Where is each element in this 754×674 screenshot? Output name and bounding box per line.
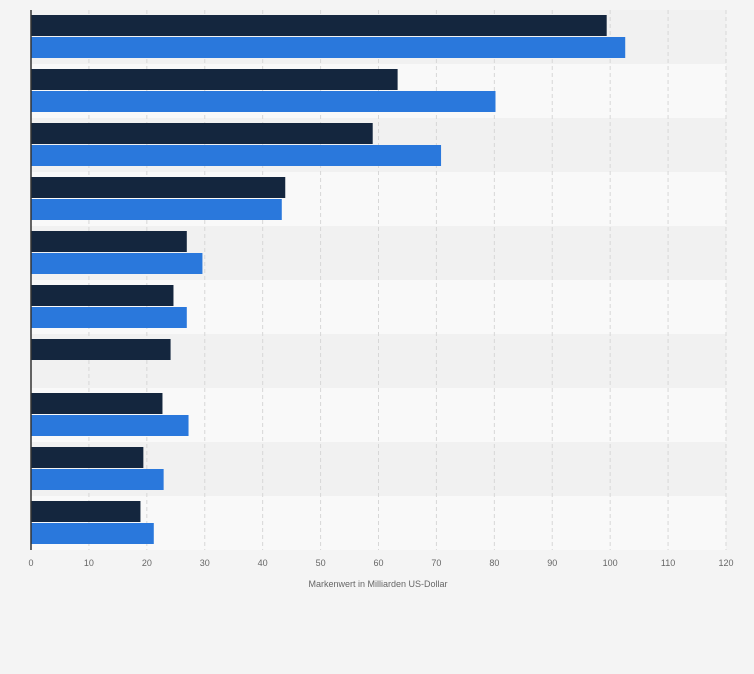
bar-series-2[interactable] (31, 37, 626, 58)
bar-series-1[interactable] (31, 123, 373, 144)
x-tick-label: 70 (431, 558, 441, 568)
x-tick-label: 100 (603, 558, 618, 568)
x-tick-label: 20 (142, 558, 152, 568)
x-tick-label: 40 (258, 558, 268, 568)
bar-series-2[interactable] (31, 523, 154, 544)
bar-series-1[interactable] (31, 285, 174, 306)
bar-series-2[interactable] (31, 415, 189, 436)
bar-series-2[interactable] (31, 469, 164, 490)
x-axis-label: Markenwert in Milliarden US-Dollar (308, 579, 447, 589)
bar-series-1[interactable] (31, 69, 398, 90)
x-tick-label: 30 (200, 558, 210, 568)
x-tick-labels: 0 10 20 30 40 50 60 70 80 90 100 110 120 (28, 558, 733, 568)
x-tick-label: 60 (373, 558, 383, 568)
x-tick-label: 80 (489, 558, 499, 568)
bar-series-1[interactable] (31, 339, 171, 360)
bar-series-2[interactable] (31, 91, 496, 112)
x-tick-label: 50 (316, 558, 326, 568)
x-tick-label: 0 (28, 558, 33, 568)
x-tick-label: 90 (547, 558, 557, 568)
x-tick-label: 110 (661, 558, 675, 568)
bars (31, 15, 626, 544)
x-tick-label: 120 (718, 558, 733, 568)
bar-series-1[interactable] (31, 447, 144, 468)
bar-series-1[interactable] (31, 177, 286, 198)
bar-series-2[interactable] (31, 253, 203, 274)
bar-series-1[interactable] (31, 231, 187, 252)
bar-series-1[interactable] (31, 15, 607, 36)
bar-series-1[interactable] (31, 393, 163, 414)
bar-series-2[interactable] (31, 145, 442, 166)
x-tick-label: 10 (84, 558, 94, 568)
bar-series-1[interactable] (31, 501, 141, 522)
bar-series-2[interactable] (31, 307, 187, 328)
bar-series-2[interactable] (31, 199, 282, 220)
